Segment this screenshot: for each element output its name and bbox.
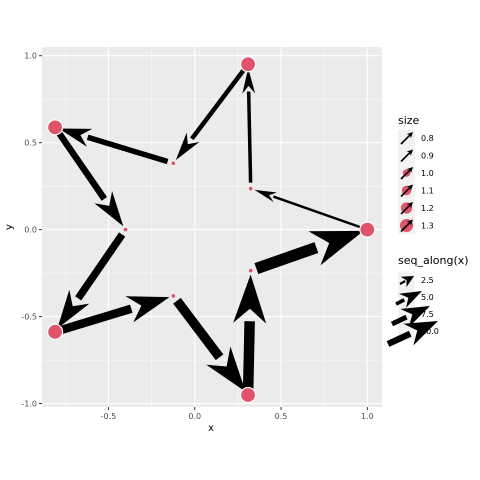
arrow-shaft	[254, 242, 319, 275]
arrow-head	[206, 346, 246, 392]
arrow-shaft	[242, 321, 255, 390]
legend-seq-arrow-shaft	[390, 314, 408, 327]
arrow-segment	[55, 130, 124, 227]
legend-arrow-shaft	[400, 134, 411, 145]
legend-size-key	[398, 129, 415, 147]
legend-seq-title: seq_along(x)	[398, 254, 469, 267]
arrow-segment	[175, 67, 247, 161]
legend-arrow-head	[406, 132, 413, 139]
point-layer	[47, 56, 376, 404]
arrow-head	[175, 132, 200, 161]
legend-seq-keys: 2.5 5.0 7.5 10.0	[386, 271, 439, 347]
arrow-shaft	[55, 130, 108, 201]
legend-size-key	[398, 217, 415, 234]
legend-arrow-shaft	[400, 204, 411, 215]
data-point	[123, 227, 129, 233]
y-tick-label: 1.0	[24, 52, 37, 61]
x-tick-label: 1.0	[361, 412, 374, 421]
legend-seq-label: 7.5	[421, 310, 434, 319]
legend-size-key	[398, 164, 415, 182]
data-point	[170, 160, 176, 166]
data-point	[47, 119, 64, 136]
legend-seq-arrow-shaft	[386, 330, 412, 347]
arrow-shaft	[75, 232, 126, 301]
legend-size-label: 1.0	[421, 169, 434, 178]
arrow-segment	[242, 68, 256, 183]
arrow-shaft	[173, 297, 224, 361]
arrow-shaft	[246, 91, 253, 183]
arrow-head	[233, 274, 267, 324]
arrow-segment	[173, 297, 246, 392]
legend-size-keys: 0.8 0.9 1.0 1.1 1.2 1.3	[398, 129, 434, 234]
y-tick-label: -1.0	[21, 400, 37, 409]
x-tick-label: 0.5	[275, 412, 288, 421]
legend-size-label: 1.2	[421, 204, 434, 213]
legend-arrow-head	[406, 149, 413, 156]
arrow-head	[242, 68, 256, 94]
legend-size-label: 1.3	[421, 222, 434, 231]
arrow-head	[94, 191, 124, 227]
legend-arrow-shaft	[400, 221, 411, 233]
legend-seq-label: 2.5	[421, 276, 434, 285]
legend-arrow-head	[406, 202, 413, 209]
y-axis-title: y	[4, 224, 15, 230]
legend-arrow-head	[406, 219, 413, 226]
legend-arrow-shaft	[400, 186, 411, 198]
legend-seq-label: 5.0	[421, 293, 434, 302]
legend-seq-arrow-head	[403, 321, 438, 346]
data-point	[170, 293, 176, 299]
arrow-head	[308, 230, 364, 266]
legend-size-key	[398, 147, 415, 164]
legend-arrow-shaft	[400, 151, 411, 163]
legend: size 0.8 0.9 1.0 1.1 1.2 1.3 seq_along(x) 2.5…	[386, 114, 469, 347]
arrow-segment	[59, 296, 170, 335]
arrow-shaft	[86, 134, 169, 165]
legend-seq-arrow-shaft	[395, 298, 406, 306]
y-tick-label: -0.5	[21, 313, 37, 322]
y-tick-label: 0.0	[24, 226, 37, 235]
data-point	[248, 268, 254, 274]
legend-size-label: 0.9	[421, 152, 434, 161]
legend-size-key	[398, 182, 415, 199]
legend-size-label: 0.8	[421, 134, 434, 143]
legend-size-label: 1.1	[421, 187, 434, 196]
arrow-head	[125, 296, 170, 323]
legend-seq-label: 10.0	[421, 327, 439, 336]
arrow-segment	[233, 274, 267, 390]
y-tick-label: 0.5	[24, 139, 37, 148]
arrow-layer	[55, 67, 364, 392]
legend-size-key	[398, 199, 415, 217]
arrow-head	[254, 189, 277, 202]
x-axis-title: x	[208, 423, 214, 434]
arrow-shaft	[272, 195, 363, 229]
data-point	[248, 186, 254, 192]
legend-size-title: size	[398, 114, 420, 127]
arrow-segment	[254, 189, 363, 229]
arrow-segment	[58, 128, 169, 165]
plot-panel	[42, 47, 382, 407]
legend-arrow-head	[406, 184, 413, 191]
arrow-head	[57, 289, 90, 329]
data-point	[239, 56, 257, 73]
arrow-shaft	[59, 304, 133, 335]
data-point	[359, 221, 376, 238]
arrow-segment	[57, 232, 126, 329]
legend-seq-arrow-head	[400, 306, 430, 327]
x-tick-label: -0.5	[101, 412, 117, 421]
data-point	[47, 323, 64, 340]
data-point	[239, 386, 257, 404]
x-tick-label: 0.0	[188, 412, 201, 421]
axes: -0.5 0.0 0.5 1.0 -1.0 -0.5 0.0 0.5 1.0	[21, 52, 373, 421]
arrow-head	[58, 128, 93, 147]
legend-arrow-head	[406, 167, 413, 174]
arrow-shaft	[190, 67, 247, 141]
legend-seq-arrow-shaft	[399, 280, 406, 285]
legend-seq-arrow-head	[400, 276, 414, 288]
legend-arrow-shaft	[400, 169, 411, 180]
arrow-segment	[254, 230, 364, 275]
legend-seq-arrow-head	[399, 291, 422, 308]
